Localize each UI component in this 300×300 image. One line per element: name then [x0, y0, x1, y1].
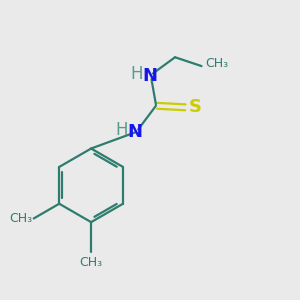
Text: N: N — [128, 123, 143, 141]
Text: N: N — [142, 68, 158, 85]
Text: CH₃: CH₃ — [9, 212, 32, 225]
Text: H: H — [130, 65, 143, 83]
Text: S: S — [189, 98, 202, 116]
Text: CH₃: CH₃ — [205, 57, 228, 70]
Text: CH₃: CH₃ — [80, 256, 103, 269]
Text: H: H — [116, 121, 128, 139]
